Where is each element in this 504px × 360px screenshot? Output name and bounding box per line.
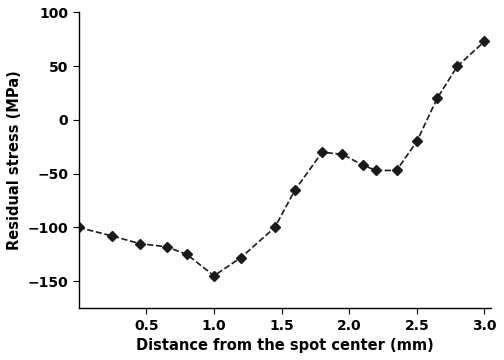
X-axis label: Distance from the spot center (mm): Distance from the spot center (mm) — [136, 338, 434, 353]
Y-axis label: Residual stress (MPa): Residual stress (MPa) — [7, 71, 22, 250]
